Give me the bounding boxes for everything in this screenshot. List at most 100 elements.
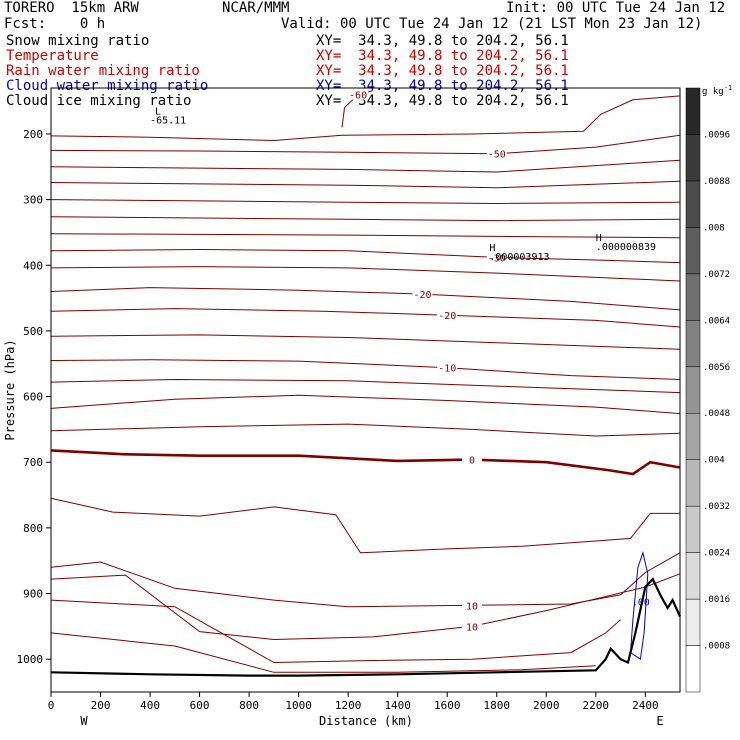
contour-label-bg: [461, 620, 482, 632]
temperature-contour: [50, 423, 681, 437]
field-xy-snow: XY= 34.3, 49.8 to 204.2, 56.1: [316, 33, 569, 49]
contour-label-bg: [486, 147, 507, 159]
temperature-contour: [50, 632, 596, 673]
temperature-contour: [50, 233, 681, 239]
temperature-contour-label: -30: [488, 253, 506, 264]
contour-label-bg: [461, 599, 482, 611]
y-axis: 200 300 400 500 600 700 800 900 1000: [17, 128, 51, 666]
temperature-contour: [50, 308, 681, 328]
temperature-contour: [50, 378, 681, 394]
contour-label-bg: [348, 88, 369, 100]
colorbar-label: .0088: [703, 177, 730, 187]
x-tick-label: 200: [91, 699, 111, 712]
y-tick-label: 200: [23, 128, 43, 141]
y-tick-label: 800: [23, 522, 43, 535]
plot-frame: [50, 87, 681, 693]
x-tick-label: 2000: [533, 699, 560, 712]
colorbar: .0008 .0016 .0024 .0032 .004 .0048 .0056 .0064.…: [685, 87, 730, 693]
colorbar-label: .0096: [703, 130, 730, 140]
temperature-contour: [50, 573, 681, 641]
colorbar-swatch: [685, 505, 701, 553]
terrain-profile: [50, 577, 682, 677]
temperature-contour-label: -60: [349, 91, 367, 102]
x-tick-label: 2400: [632, 699, 659, 712]
temperature-contour: [50, 552, 681, 608]
colorbar-unit: g kg-1: [702, 84, 732, 97]
x-tick-label: 1000: [285, 699, 312, 712]
colorbar-swatch: [685, 87, 701, 135]
contour-label-bg: [412, 288, 433, 300]
model-title: TORERO 15km ARW: [4, 0, 139, 16]
field-name-cloud-water: Cloud water mixing ratio: [6, 78, 209, 94]
x-axis-east-label: E: [656, 714, 663, 728]
temperature-contour: [50, 287, 681, 311]
temperature-contour-label: -10: [438, 364, 456, 375]
field-name-snow: Snow mixing ratio: [6, 33, 150, 49]
contour-layer: -60 -50 -30 -20 -20 -10 0 10 10 .00: [50, 88, 681, 673]
temperature-contour-label: 10: [466, 601, 478, 612]
colorbar-label: .0072: [703, 270, 730, 280]
extremum-annotation: H: [489, 243, 495, 254]
colorbar-swatch: [685, 598, 701, 646]
temperature-contour-label: -50: [488, 150, 506, 161]
temperature-contour-label: 0: [469, 456, 475, 467]
colorbar-swatch: [685, 134, 701, 182]
temperature-contour: [50, 180, 681, 189]
cloud-water-contour-label: .00: [632, 597, 650, 608]
colorbar-label: .0064: [703, 316, 730, 326]
temperature-contour: [50, 95, 681, 142]
temperature-contour: [50, 266, 681, 282]
temperature-contour: [50, 359, 681, 380]
x-tick-label: 1800: [483, 699, 510, 712]
temperature-contour: [50, 497, 680, 554]
y-tick-label: 600: [23, 391, 43, 404]
colorbar-label: .0032: [703, 502, 730, 512]
field-name-rain: Rain water mixing ratio: [6, 63, 200, 79]
y-tick-label: 500: [23, 325, 43, 338]
temperature-contour: [50, 248, 681, 264]
field-xy-cloud-ice: XY= 34.3, 49.8 to 204.2, 56.1: [316, 93, 569, 109]
x-tick-label: 600: [190, 699, 210, 712]
x-axis-label: Distance (km): [319, 714, 413, 728]
contour-label-bg: [437, 309, 458, 321]
y-tick-label: 300: [23, 194, 43, 207]
temperature-contour-label: 10: [466, 622, 478, 633]
x-tick-label: 1400: [384, 699, 411, 712]
field-name-cloud-ice: Cloud ice mixing ratio: [6, 93, 192, 109]
x-tick-label: 2200: [583, 699, 610, 712]
y-tick-label: 1000: [17, 653, 44, 666]
init-time: Init: 00 UTC Tue 24 Jan 12: [506, 0, 726, 16]
x-tick-label: 0: [48, 699, 55, 712]
temperature-contour: [50, 334, 681, 350]
y-tick-label: 700: [23, 456, 43, 469]
contour-label-bg: [437, 361, 458, 373]
y-axis-label: Pressure (hPa): [3, 339, 17, 440]
y-tick-label: 400: [23, 259, 43, 272]
field-xy-temperature: XY= 34.3, 49.8 to 204.2, 56.1: [316, 48, 569, 64]
contour-label-bg: [486, 251, 507, 263]
temperature-contour-label: -20: [413, 290, 431, 301]
x-tick-label: 400: [140, 699, 160, 712]
temperature-contour: [50, 199, 681, 205]
colorbar-swatch: [685, 645, 701, 693]
colorbar-label: .0024: [703, 549, 730, 559]
colorbar-swatch: [685, 273, 701, 321]
temperature-contour: [50, 159, 681, 173]
x-tick-label: 800: [239, 699, 259, 712]
colorbar-swatch: [685, 320, 701, 368]
valid-time: Valid: 00 UTC Tue 24 Jan 12 (21 LST Mon …: [281, 16, 703, 32]
colorbar-label: .0048: [703, 409, 730, 419]
extremum-annotation: .000000839: [596, 242, 656, 253]
colorbar-swatch: [685, 227, 701, 275]
colorbar-swatch: [685, 366, 701, 414]
temperature-contour: [50, 134, 681, 155]
colorbar-swatch: [685, 552, 701, 600]
field-name-temperature: Temperature: [6, 48, 99, 64]
extremum-annotation: L: [155, 106, 161, 117]
colorbar-swatch: [685, 180, 701, 228]
extremum-annotation: -65.11: [150, 115, 186, 126]
x-axis: 0 200 400 600 800 1000 1200 1400 1600 1800 2000 220…: [48, 692, 659, 712]
x-tick-label: 1200: [335, 699, 362, 712]
extremum-annotation: H: [596, 233, 602, 244]
colorbar-swatch: [685, 459, 701, 507]
